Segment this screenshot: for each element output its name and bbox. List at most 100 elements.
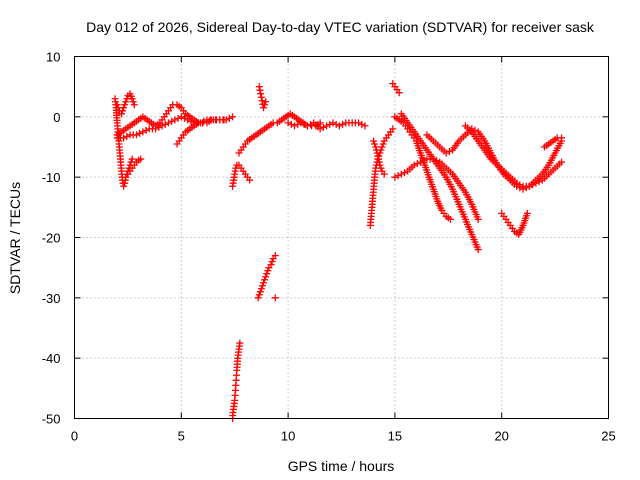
data-point (377, 164, 385, 172)
data-point (558, 134, 566, 142)
data-point (181, 114, 189, 122)
data-point (164, 119, 172, 127)
data-point (297, 119, 305, 127)
data-point (264, 267, 272, 275)
data-point (246, 176, 254, 184)
data-point (168, 117, 176, 125)
grid-lines (74, 56, 609, 419)
data-point (236, 339, 244, 347)
data-point (119, 107, 127, 115)
data-point (474, 215, 482, 223)
data-point (395, 89, 403, 97)
data-point (316, 119, 324, 127)
data-point (128, 155, 136, 163)
data-point (394, 172, 402, 180)
data-point (261, 101, 269, 109)
data-point (523, 209, 531, 217)
data-points (111, 80, 566, 422)
data-point (257, 93, 265, 101)
data-point (137, 155, 145, 163)
data-point (294, 120, 302, 128)
data-point (229, 113, 237, 121)
y-tick-label: -50 (42, 412, 61, 427)
data-point (161, 120, 169, 128)
data-point (130, 101, 138, 109)
data-point (410, 161, 418, 169)
data-point (558, 158, 566, 166)
data-point (261, 276, 269, 284)
data-point (271, 294, 279, 302)
data-point (254, 294, 262, 302)
data-point (255, 83, 263, 91)
data-point (291, 122, 299, 130)
x-tick-label: 25 (601, 429, 615, 444)
data-point (113, 101, 121, 109)
data-point (129, 98, 137, 106)
data-point (389, 125, 397, 133)
data-point (529, 181, 537, 189)
data-point (375, 158, 383, 166)
data-point (329, 119, 337, 127)
x-tick-label: 0 (71, 429, 78, 444)
chart-title: Day 012 of 2026, Sidereal Day-to-day VTE… (86, 19, 595, 35)
y-axis-label: SDTVAR / TECUs (7, 182, 23, 294)
data-point (122, 98, 130, 106)
data-point (376, 161, 384, 169)
data-point (378, 143, 386, 151)
data-point (379, 140, 387, 148)
data-point (370, 137, 378, 145)
x-tick-label: 20 (494, 429, 508, 444)
data-point (257, 285, 265, 293)
data-point (120, 134, 128, 142)
data-point (271, 252, 279, 260)
plot-frame (74, 56, 609, 419)
data-point (442, 149, 450, 157)
data-point (177, 113, 185, 121)
data-point (287, 120, 295, 128)
data-point (303, 122, 311, 130)
data-point (132, 131, 140, 139)
data-point (513, 179, 521, 187)
data-point (174, 114, 182, 122)
data-point (525, 182, 533, 190)
y-tick-label: -30 (42, 291, 61, 306)
data-point (361, 122, 369, 130)
data-point (284, 119, 292, 127)
data-point (397, 170, 405, 178)
data-point (316, 125, 324, 133)
data-point (474, 246, 482, 254)
data-point (413, 160, 421, 168)
data-point (401, 169, 409, 177)
data-point (380, 170, 388, 178)
data-point (187, 117, 195, 125)
data-point (268, 258, 276, 266)
data-point (158, 122, 166, 130)
data-point (516, 181, 524, 189)
data-point (267, 261, 275, 269)
data-point (374, 152, 382, 160)
data-point (332, 120, 340, 128)
data-point (128, 95, 136, 103)
x-tick-label: 5 (178, 429, 185, 444)
data-point (260, 104, 268, 112)
data-point (372, 146, 380, 154)
data-point (120, 182, 128, 190)
y-tick-label: -20 (42, 231, 61, 246)
data-point (155, 123, 163, 131)
data-point (262, 98, 270, 106)
data-point (123, 132, 131, 140)
data-point (532, 179, 540, 187)
data-point (358, 120, 366, 128)
data-point (260, 279, 268, 287)
data-point (225, 114, 233, 122)
x-tick-label: 15 (388, 429, 402, 444)
data-point (339, 120, 347, 128)
axis-ticks: 0 5 10 15 20 25 10 0 -10 -20 -30 -40 -50 (42, 50, 616, 444)
data-point (171, 116, 179, 124)
data-point (255, 291, 263, 299)
data-point (372, 143, 380, 151)
data-point (326, 120, 334, 128)
data-point (139, 128, 147, 136)
y-tick-label: 0 (53, 110, 60, 125)
